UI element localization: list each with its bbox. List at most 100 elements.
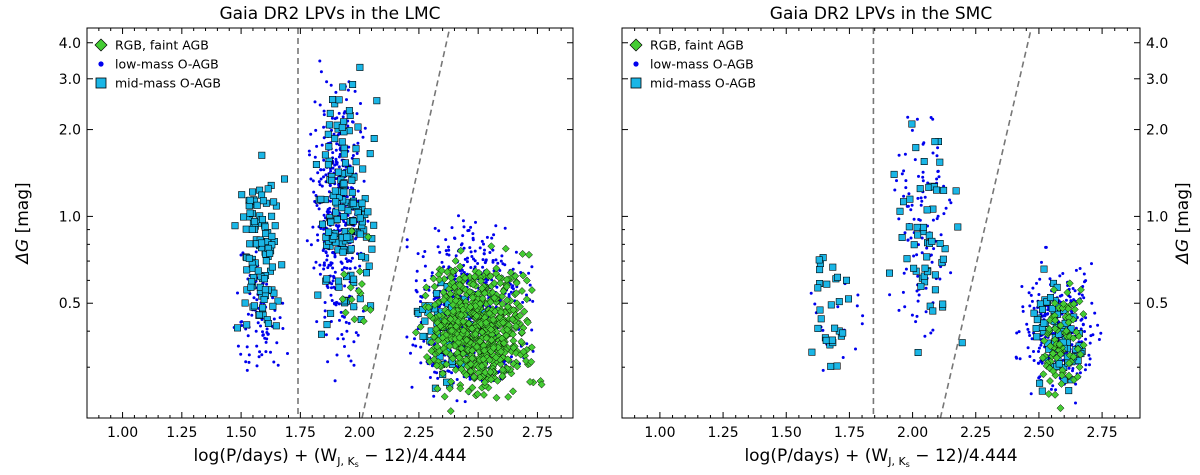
rgb-point	[437, 266, 446, 275]
rgb-point	[1051, 316, 1060, 325]
low-mass-point	[314, 128, 318, 132]
rgb-point	[346, 283, 355, 292]
low-mass-point	[1078, 267, 1082, 270]
rgb-point	[477, 362, 486, 371]
mid-mass-point	[1033, 333, 1041, 341]
mid-mass-point	[370, 221, 378, 229]
low-mass-point	[455, 378, 459, 381]
rgb-point	[509, 343, 518, 352]
low-mass-point	[332, 285, 336, 289]
rgb-point	[411, 328, 420, 337]
rgb-point	[1057, 371, 1066, 380]
low-mass-point	[344, 320, 348, 324]
low-mass-point	[326, 286, 330, 289]
mid-mass-point	[414, 309, 422, 317]
rgb-point	[522, 356, 530, 365]
low-mass-point	[901, 290, 905, 294]
rgb-point	[459, 326, 468, 335]
low-mass-point	[1090, 301, 1094, 305]
mid-mass-point	[341, 159, 349, 167]
low-mass-point	[361, 135, 365, 139]
low-mass-point	[432, 394, 436, 398]
low-mass-point	[265, 331, 269, 334]
low-mass-point	[319, 70, 323, 74]
low-mass-point	[1046, 312, 1050, 316]
chart-title: Gaia DR2 LPVs in the SMC	[770, 4, 992, 24]
low-mass-point	[935, 154, 939, 158]
mid-mass-point	[345, 107, 353, 115]
mid-mass-point	[939, 300, 947, 308]
rgb-point	[502, 296, 511, 305]
mid-mass-point	[921, 264, 929, 272]
low-mass-point	[471, 232, 475, 236]
low-mass-point	[903, 152, 907, 156]
low-mass-point	[836, 305, 840, 309]
low-mass-point	[916, 196, 920, 200]
rgb-point	[480, 346, 489, 355]
rgb-point	[519, 271, 528, 280]
mid-mass-point	[348, 176, 356, 184]
x-tick-label: 1.75	[285, 425, 316, 441]
low-mass-point	[1093, 311, 1097, 315]
mid-mass-point	[332, 208, 340, 216]
mid-mass-point	[231, 222, 239, 230]
rgb-point	[509, 306, 518, 315]
rgb-point	[1079, 310, 1088, 319]
x-tick-label: 1.75	[834, 425, 865, 441]
rgb-point	[416, 322, 425, 331]
mid-mass-point	[356, 230, 364, 238]
mid-mass-point	[250, 302, 258, 310]
low-mass-point	[527, 271, 531, 275]
mid-mass-point	[266, 249, 274, 257]
mid-mass-point	[815, 256, 823, 264]
low-mass-point	[346, 88, 350, 92]
low-mass-point	[332, 275, 336, 279]
low-mass-point	[255, 344, 259, 348]
rgb-layer	[1038, 279, 1088, 413]
low-mass-point	[1089, 334, 1093, 338]
low-mass-point	[1088, 363, 1091, 367]
x-tick-label: 1.00	[644, 425, 675, 441]
low-mass-point	[919, 196, 923, 200]
rgb-point	[1075, 297, 1084, 306]
low-mass-point	[250, 313, 254, 317]
low-mass-point	[494, 224, 498, 228]
low-mass-point	[355, 152, 359, 155]
low-mass-point	[1036, 361, 1040, 365]
mid-mass-point	[238, 191, 246, 199]
rgb-point	[1051, 324, 1060, 333]
low-mass-point	[316, 233, 319, 237]
low-mass-point	[1088, 325, 1092, 328]
low-mass-point	[345, 195, 349, 199]
rgb-point	[496, 279, 505, 288]
low-mass-point	[416, 252, 420, 256]
low-mass-point	[413, 337, 416, 341]
low-mass-point	[463, 257, 467, 261]
mid-mass-point	[368, 245, 376, 253]
low-mass-point	[450, 371, 454, 375]
low-mass-point	[415, 269, 419, 273]
low-mass-point	[331, 166, 335, 170]
low-mass-point	[1079, 327, 1083, 331]
low-mass-point	[1029, 392, 1033, 396]
low-mass-point	[471, 236, 475, 240]
low-mass-point	[473, 265, 477, 269]
low-mass-point	[904, 186, 908, 190]
low-mass-point	[1079, 318, 1083, 322]
rgb-point	[492, 264, 501, 273]
rgb-point	[508, 315, 517, 324]
legend-square-icon	[630, 77, 642, 89]
rgb-point	[517, 337, 526, 346]
low-mass-point	[924, 310, 928, 314]
low-mass-point	[488, 251, 492, 254]
low-mass-point	[931, 328, 935, 332]
mid-mass-point	[366, 150, 374, 158]
legend-item: RGB, faint AGB	[94, 38, 209, 53]
low-mass-point	[1071, 369, 1074, 373]
rgb-point	[1049, 349, 1057, 358]
panel-smc: Gaia DR2 LPVs in the SMC 1.00 1.25 1.50 1.75…	[621, 4, 1193, 469]
y-axis: 0.5 1.0 2.0 3.0 4.0	[59, 36, 573, 419]
low-mass-point	[473, 259, 477, 263]
low-mass-point	[1082, 272, 1086, 276]
